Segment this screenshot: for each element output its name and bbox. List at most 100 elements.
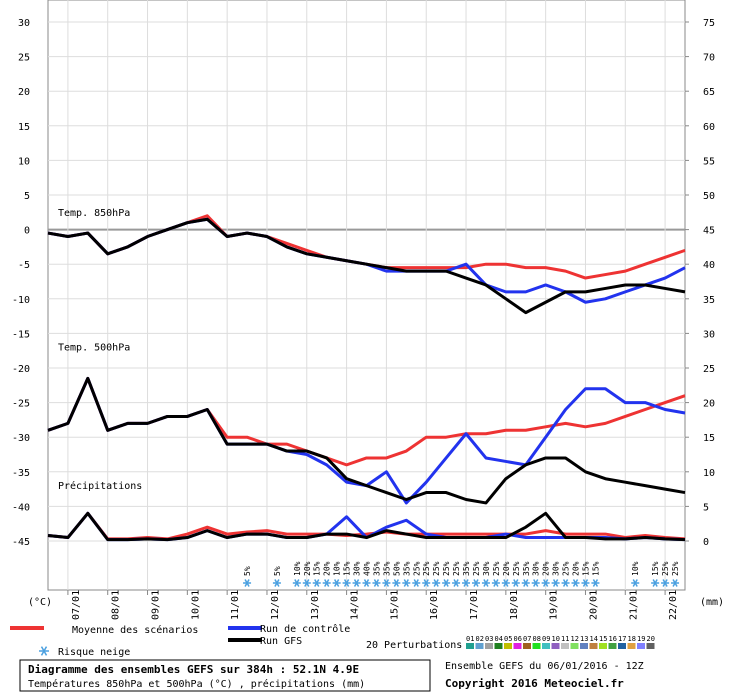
perturbation-number: 14	[590, 635, 598, 643]
copyright: Copyright 2016 Meteociel.fr	[445, 677, 624, 690]
snow-stroke	[40, 646, 48, 656]
snow-stroke	[652, 579, 658, 587]
y-axis-label: (°C)	[28, 597, 52, 608]
snow-label: 20%	[502, 561, 511, 576]
y2-tick-label: 40	[703, 260, 715, 271]
snow-icon	[491, 579, 500, 587]
snow-icon	[541, 579, 550, 587]
y2-tick-label: 5	[703, 502, 709, 513]
snow-icon	[561, 579, 570, 587]
snow-stroke	[483, 579, 489, 587]
x-tick-label: 17/01	[469, 590, 480, 620]
snow-label: 25%	[442, 561, 451, 576]
legend-label: Run GFS	[260, 636, 302, 647]
snow-label: 15%	[581, 561, 590, 576]
snow-stroke	[304, 579, 310, 587]
legend-label: Moyenne des scénarios	[72, 624, 198, 636]
snow-label: 25%	[452, 561, 461, 576]
snow-label: 5%	[243, 566, 252, 576]
snow-icon	[412, 579, 421, 587]
snow-stroke	[572, 579, 579, 587]
perturbation-number: 04	[495, 635, 503, 643]
perturbation-swatch	[570, 643, 579, 649]
x-tick-label: 11/01	[230, 590, 241, 620]
perturbation-swatch	[627, 643, 636, 649]
snow-stroke	[343, 579, 350, 587]
plot-frame	[47, 0, 686, 591]
y-tick-label: -20	[12, 364, 30, 375]
perturbation-number: 16	[609, 635, 617, 643]
perturbation-number: 15	[599, 635, 607, 643]
snow-icon	[471, 579, 480, 587]
snow-label: 35%	[402, 561, 411, 576]
snow-stroke	[533, 579, 539, 587]
snow-icon	[511, 579, 520, 587]
snow-stroke	[403, 579, 409, 587]
perturbation-number: 05	[504, 635, 512, 643]
y-tick-label: -10	[12, 295, 30, 306]
snow-stroke	[423, 579, 429, 587]
footer-subtitle: Températures 850hPa et 500hPa (°C) , pré…	[28, 678, 365, 690]
snow-label: 15%	[651, 561, 660, 576]
snow-stroke	[513, 579, 519, 587]
y2-tick-label: 70	[703, 53, 715, 64]
x-tick-label: 12/01	[270, 590, 281, 620]
snow-stroke	[433, 579, 439, 587]
snow-icon	[442, 579, 451, 587]
snow-label: 20%	[542, 561, 551, 576]
y2-tick-label: 50	[703, 191, 715, 202]
legend-label: Run de contrôle	[260, 623, 350, 635]
snow-icon	[272, 579, 281, 587]
snow-label: 25%	[512, 561, 521, 576]
x-tick-label: 10/01	[190, 590, 201, 620]
snow-label: 35%	[462, 561, 471, 576]
y2-tick-label: 10	[703, 468, 715, 479]
snow-stroke	[672, 579, 678, 587]
snow-icon	[531, 579, 540, 587]
snow-icon	[422, 579, 431, 587]
snow-icon	[462, 579, 471, 587]
snow-icon	[631, 579, 640, 587]
y-tick-label: -30	[12, 433, 30, 444]
snow-label: 30%	[532, 561, 541, 576]
snow-stroke	[473, 579, 479, 587]
snow-stroke	[333, 579, 340, 587]
annotation: Précipitations	[58, 480, 142, 492]
perturbation-number: 01	[466, 635, 474, 643]
snow-stroke	[274, 579, 280, 587]
snow-label: 25%	[492, 561, 501, 576]
snow-stroke	[523, 579, 529, 587]
snow-label: 25%	[422, 561, 431, 576]
snow-icon	[382, 579, 391, 587]
y-tick-label: 30	[18, 18, 30, 29]
snow-stroke	[244, 579, 250, 587]
snow-stroke	[363, 579, 370, 587]
snow-stroke	[632, 579, 638, 587]
snow-icon	[39, 646, 49, 656]
y2-tick-label: 35	[703, 295, 715, 306]
snow-label: 25%	[661, 561, 670, 576]
y2-tick-label: 25	[703, 364, 715, 375]
snow-stroke	[463, 579, 469, 587]
snow-icon	[501, 579, 510, 587]
annotation: Temp. 850hPa	[58, 208, 130, 219]
snow-icon	[671, 579, 680, 587]
perturbation-swatch	[513, 643, 522, 649]
snow-stroke	[443, 579, 449, 587]
snow-stroke	[592, 579, 599, 587]
perturbation-swatch	[618, 643, 626, 649]
footer-title: Diagramme des ensembles GEFS sur 384h : …	[28, 663, 359, 676]
x-tick-label: 19/01	[549, 590, 560, 620]
series-line	[47, 376, 686, 505]
x-tick-label: 18/01	[509, 590, 520, 620]
snow-label: 25%	[412, 561, 421, 576]
snow-stroke	[562, 579, 569, 587]
series-line	[47, 511, 686, 542]
snow-icon	[571, 579, 580, 587]
footer-box	[19, 659, 431, 692]
snow-label: 5%	[273, 566, 282, 576]
snow-stroke	[324, 579, 330, 587]
snow-icon	[402, 579, 411, 587]
snow-icon	[342, 579, 351, 587]
snow-label: 30%	[482, 561, 491, 576]
